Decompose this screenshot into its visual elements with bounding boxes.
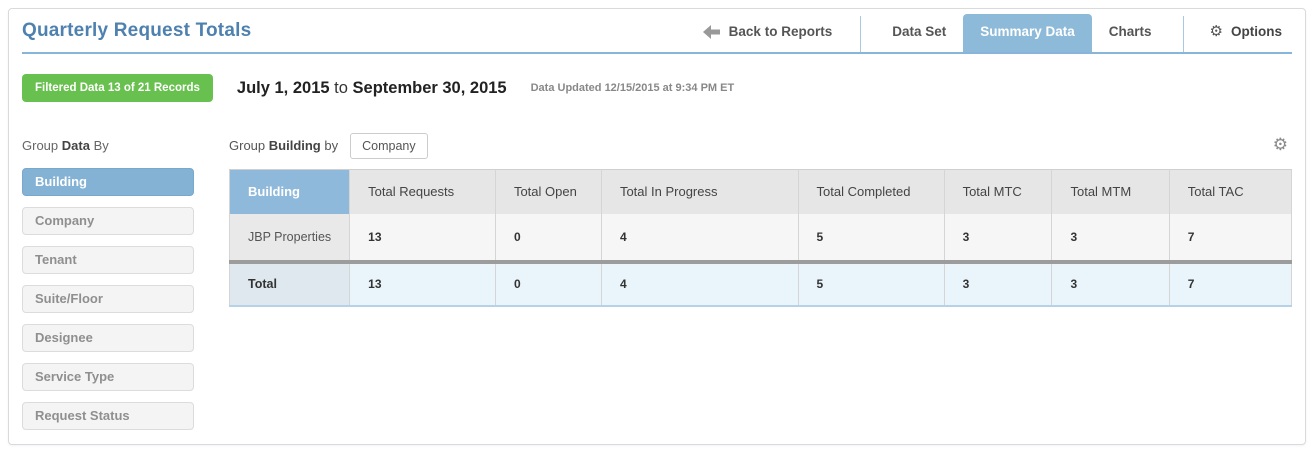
tab-summary-data[interactable]: Summary Data bbox=[963, 14, 1092, 52]
cell-total-requests: 13 bbox=[349, 213, 496, 262]
sidebar-item-designee[interactable]: Designee bbox=[22, 324, 194, 352]
group-data-sidebar: Group Data By Building Company Tenant Suite… bbox=[22, 132, 194, 441]
date-connector: to bbox=[334, 78, 348, 97]
cell-total-in-progress: 4 bbox=[600, 213, 799, 262]
cell-total-mtm: 3 bbox=[1051, 213, 1170, 262]
cell-total-in-progress: 4 bbox=[600, 259, 799, 307]
header-divider bbox=[860, 16, 862, 52]
group-label-post: by bbox=[324, 138, 339, 153]
sidebar-item-tenant[interactable]: Tenant bbox=[22, 246, 194, 274]
row-label-total: Total bbox=[229, 259, 350, 307]
table-header-row: Building Total Requests Total Open Total In… bbox=[229, 169, 1292, 214]
back-to-reports-link[interactable]: Back to Reports bbox=[702, 24, 861, 52]
column-header-total-in-progress: Total In Progress bbox=[600, 169, 799, 214]
sidebar-button-list: Building Company Tenant Suite/Floor Designee… bbox=[22, 168, 194, 430]
back-arrow-icon bbox=[702, 24, 720, 39]
sidebar-item-request-status[interactable]: Request Status bbox=[22, 402, 194, 430]
page-title: Quarterly Request Totals bbox=[22, 20, 252, 41]
group-by-company-button[interactable]: Company bbox=[350, 132, 428, 159]
header-nav: Back to Reports Data Set Summary Data Char… bbox=[702, 9, 1292, 52]
cell-total-mtc: 3 bbox=[943, 213, 1052, 262]
content-row: Group Data By Building Company Tenant Suite… bbox=[9, 132, 1305, 441]
column-header-total-tac: Total TAC bbox=[1168, 169, 1292, 214]
gear-icon: ⚙ bbox=[1209, 22, 1223, 40]
row-label-jbp-properties: JBP Properties bbox=[229, 213, 350, 262]
sidebar-item-service-type[interactable]: Service Type bbox=[22, 363, 194, 391]
group-label-bold: Building bbox=[268, 138, 321, 153]
cell-total-open: 0 bbox=[494, 213, 602, 262]
table-total-row: Total 13 0 4 5 3 3 7 bbox=[229, 259, 1292, 307]
date-end: September 30, 2015 bbox=[352, 78, 507, 97]
column-header-total-completed: Total Completed bbox=[797, 169, 945, 214]
column-header-total-open: Total Open bbox=[494, 169, 602, 214]
cell-total-tac: 7 bbox=[1168, 259, 1292, 307]
back-to-reports-label: Back to Reports bbox=[728, 24, 833, 39]
tab-bar: Data Set Summary Data Charts bbox=[875, 14, 1168, 52]
sidebar-item-company[interactable]: Company bbox=[22, 207, 194, 235]
sidebar-item-suite-floor[interactable]: Suite/Floor bbox=[22, 285, 194, 313]
group-label-pre: Group bbox=[229, 138, 266, 153]
cell-total-mtc: 3 bbox=[943, 259, 1052, 307]
column-header-total-mtm: Total MTM bbox=[1051, 169, 1170, 214]
report-card: Quarterly Request Totals Back to Reports… bbox=[8, 8, 1306, 445]
data-updated-text: Data Updated 12/15/2015 at 9:34 PM ET bbox=[530, 82, 735, 94]
sidebar-heading: Group Data By bbox=[22, 138, 194, 153]
cell-total-mtm: 3 bbox=[1051, 259, 1170, 307]
options-label: Options bbox=[1231, 24, 1282, 39]
sidebar-heading-pre: Group bbox=[22, 138, 59, 153]
column-header-building: Building bbox=[229, 169, 350, 214]
cell-total-open: 0 bbox=[494, 259, 602, 307]
tab-data-set[interactable]: Data Set bbox=[892, 24, 947, 39]
sidebar-heading-post: By bbox=[93, 138, 109, 153]
filtered-records-badge: Filtered Data 13 of 21 Records bbox=[22, 74, 213, 102]
group-by-row: Group Building by Company ⚙ bbox=[229, 132, 1292, 159]
summary-main: Group Building by Company ⚙ Building Tota… bbox=[229, 132, 1292, 441]
table-row: JBP Properties 13 0 4 5 3 3 7 bbox=[229, 213, 1292, 262]
date-range: July 1, 2015 to September 30, 2015 bbox=[237, 79, 507, 98]
table-settings-gear-icon[interactable]: ⚙ bbox=[1272, 135, 1288, 155]
column-header-total-requests: Total Requests bbox=[349, 169, 496, 214]
cell-total-tac: 7 bbox=[1168, 213, 1292, 262]
cell-total-requests: 13 bbox=[349, 259, 496, 307]
meta-row: Filtered Data 13 of 21 Records July 1, 2… bbox=[9, 54, 1305, 102]
header-divider bbox=[1182, 16, 1184, 52]
report-header: Quarterly Request Totals Back to Reports… bbox=[22, 9, 1292, 54]
tab-charts[interactable]: Charts bbox=[1108, 24, 1152, 39]
sidebar-item-building[interactable]: Building bbox=[22, 168, 194, 196]
sidebar-heading-bold: Data bbox=[61, 138, 90, 153]
group-by-label: Group Building by bbox=[229, 138, 338, 153]
column-header-total-mtc: Total MTC bbox=[943, 169, 1052, 214]
summary-table: Building Total Requests Total Open Total In… bbox=[229, 169, 1292, 307]
cell-total-completed: 5 bbox=[797, 259, 945, 307]
cell-total-completed: 5 bbox=[797, 213, 945, 262]
options-button[interactable]: ⚙ Options bbox=[1184, 24, 1292, 52]
date-start: July 1, 2015 bbox=[236, 78, 330, 97]
